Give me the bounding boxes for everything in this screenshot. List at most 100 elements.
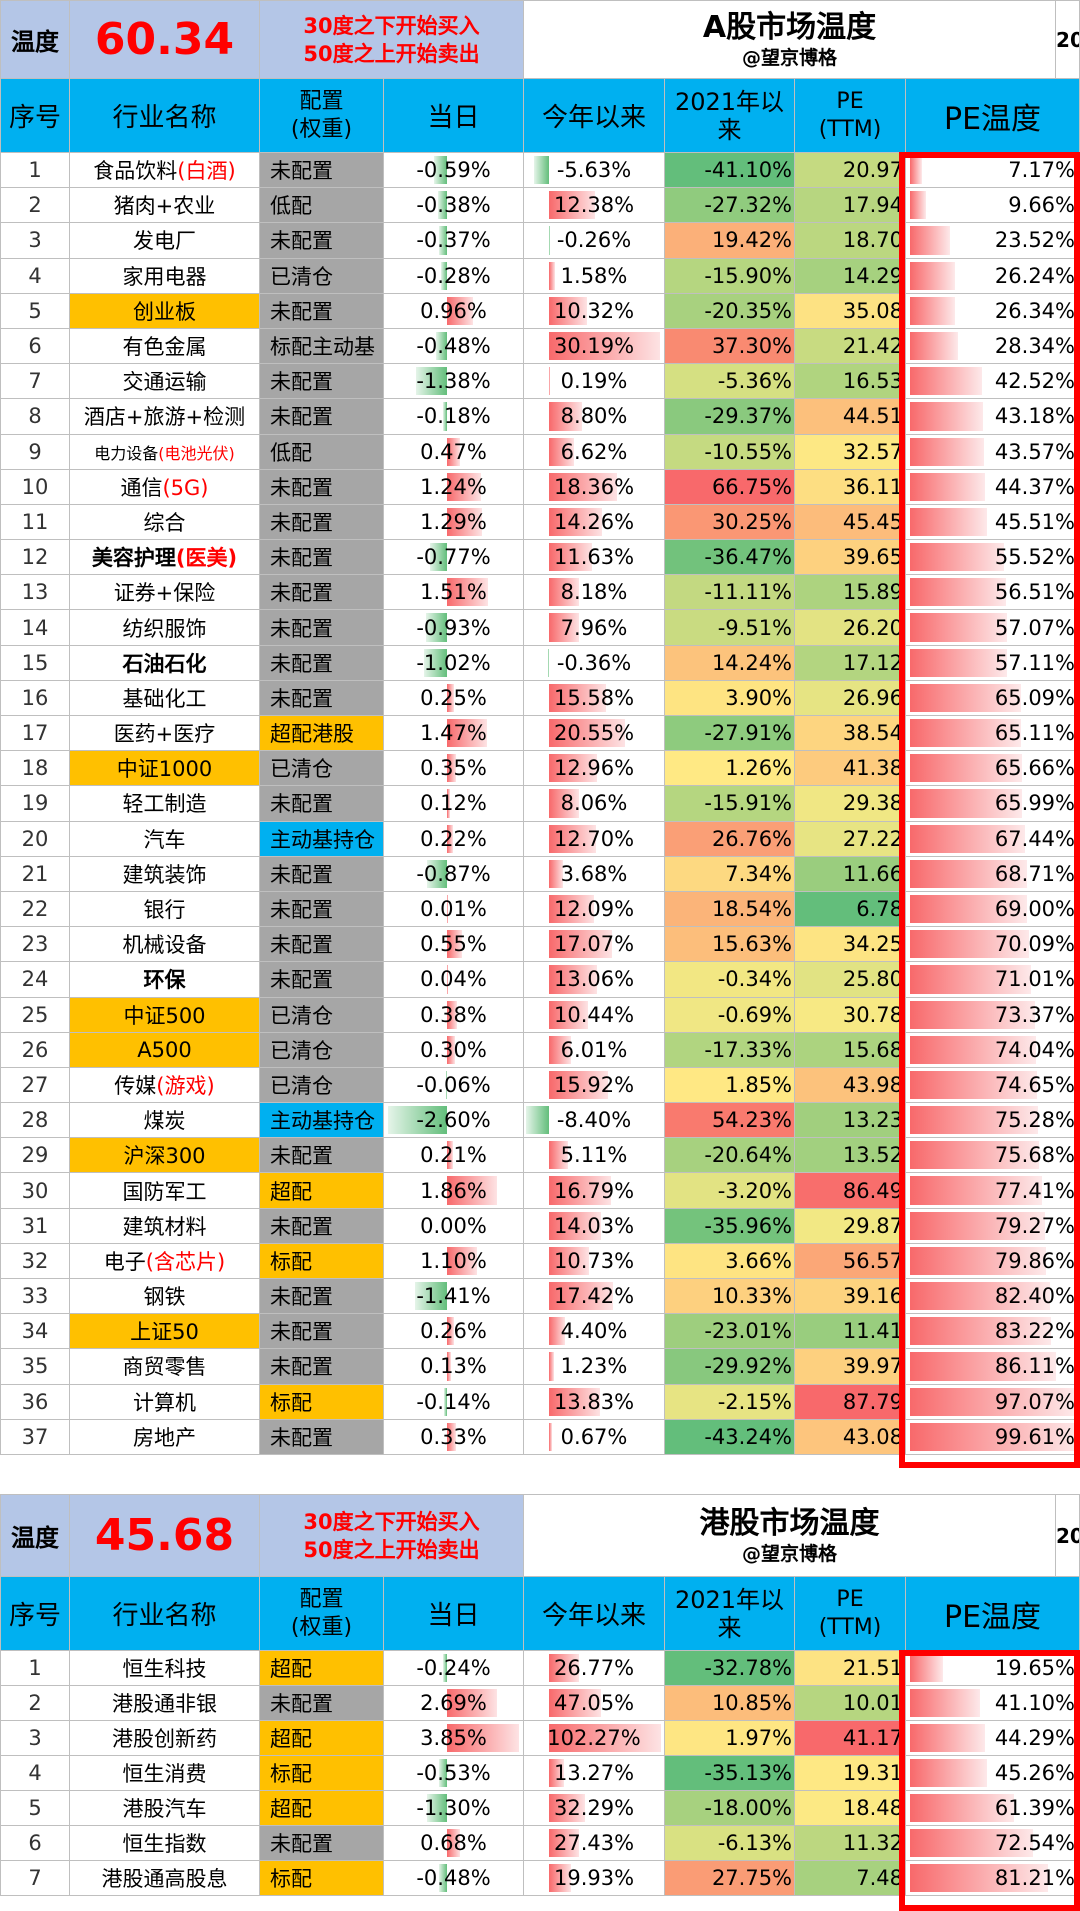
ytd-change-bar <box>549 543 592 572</box>
pe-temperature-bar <box>910 1422 1079 1451</box>
since-2021-change: 1.26% <box>664 750 796 787</box>
ytd-change: 12.96% <box>523 750 666 787</box>
since-2021-change: -32.78% <box>664 1650 796 1686</box>
pe-temperature-text: 79.86% <box>994 1248 1075 1273</box>
pe-ttm-value: 13.52 <box>794 1137 907 1174</box>
allocation-status: 未配置 <box>259 1418 384 1455</box>
ytd-change-text: 6.62% <box>560 439 628 464</box>
ytd-change-text: 13.06% <box>553 967 635 992</box>
ytd-change-text: 27.43% <box>553 1831 635 1855</box>
ytd-change: 47.05% <box>523 1685 666 1721</box>
ytd-change: 8.80% <box>523 398 666 435</box>
allocation-status: 未配置 <box>259 1137 384 1174</box>
industry-name-note: (5G) <box>162 475 209 500</box>
table-row: 4 家用电器 已清仓 -0.28% 1.58% -15.90% 14.29 26.24% <box>0 257 1080 294</box>
pe-ttm-value: 26.96 <box>794 679 907 717</box>
ytd-change-bar <box>548 648 550 677</box>
allocation-status: 未配置 <box>259 1207 384 1244</box>
today-change-text: 0.96% <box>420 298 487 323</box>
industry-name-text: 恒生消费 <box>122 1762 207 1786</box>
pe-temperature-bar <box>910 930 1030 959</box>
ytd-change: 4.40% <box>523 1313 666 1350</box>
industry-name-text: 计算机 <box>133 1390 196 1415</box>
allocation-status: 标配 <box>259 1242 384 1280</box>
row-index: 1 <box>0 151 70 189</box>
allocation-status: 已清仓 <box>259 1066 384 1104</box>
report-date: 2025/7/28 <box>1055 0 1080 79</box>
today-change: -0.87% <box>382 855 525 892</box>
industry-name: 港股通高股息 <box>69 1860 260 1896</box>
table-row: 32 电子(含芯片) 标配 1.10% 10.73% 3.66% 56.57 79.86% <box>0 1242 1080 1280</box>
allocation-status: 超配 <box>259 1720 384 1756</box>
pe-temperature-bar <box>910 859 1027 888</box>
today-change-text: 1.10% <box>420 1248 487 1273</box>
pe-temperature-text: 99.61% <box>994 1424 1075 1449</box>
industry-name-text: 港股汽车 <box>122 1797 207 1821</box>
ytd-change-bar <box>549 1317 566 1346</box>
table-row: 25 中证500 已清仓 0.38% 10.44% -0.69% 30.78 73.37% <box>0 996 1080 1033</box>
ytd-change: 1.23% <box>523 1348 666 1385</box>
ytd-change-text: 47.05% <box>553 1691 635 1715</box>
ytd-change-text: 12.38% <box>553 193 635 218</box>
table-row: 34 上证50 未配置 0.26% 4.40% -23.01% 11.41 83.22% <box>0 1313 1080 1350</box>
industry-name: 中证1000 <box>69 750 260 787</box>
industry-name: 沪深300 <box>69 1137 260 1174</box>
today-change-bar <box>447 683 454 712</box>
pe-temperature: 44.37% <box>905 468 1080 505</box>
ytd-change-bar <box>549 1246 589 1275</box>
pe-temperature-text: 44.37% <box>994 474 1075 499</box>
row-index: 23 <box>0 926 70 963</box>
industry-name: 证券+保险 <box>69 574 260 611</box>
allocation-status: 未配置 <box>259 363 384 400</box>
table-row: 14 纺织服饰 未配置 -0.93% 7.96% -9.51% 26.20 57.07% <box>0 609 1080 646</box>
today-change-text: 1.47% <box>420 721 487 746</box>
industry-name-text: 汽车 <box>143 827 186 852</box>
table-row: 26 A500 已清仓 0.30% 6.01% -17.33% 15.68 74.04% <box>0 1031 1080 1068</box>
since-2021-change: -27.32% <box>664 187 796 224</box>
pe-temperature: 71.01% <box>905 961 1080 998</box>
ytd-change-bar <box>549 1035 572 1064</box>
ytd-change-text: 13.27% <box>553 1761 635 1785</box>
today-change: 1.24% <box>382 468 525 505</box>
today-change: 0.55% <box>382 926 525 963</box>
today-change: 0.38% <box>382 996 525 1033</box>
pe-temperature: 57.07% <box>905 609 1080 646</box>
today-change-text: -0.24% <box>416 1656 491 1680</box>
ytd-change-bar <box>549 472 617 501</box>
pe-temperature: 7.17% <box>905 151 1080 189</box>
since-2021-change: 3.90% <box>664 679 796 717</box>
row-index: 7 <box>0 363 70 400</box>
row-index: 20 <box>0 820 70 857</box>
ytd-change: 13.83% <box>523 1383 666 1420</box>
since-2021-change: 54.23% <box>664 1102 796 1139</box>
since-2021-change: 1.97% <box>664 1720 796 1756</box>
allocation-status: 未配置 <box>259 926 384 963</box>
today-change: 0.04% <box>382 961 525 998</box>
since-2021-change: 18.54% <box>664 890 796 928</box>
col-header-today: 当日 <box>382 78 525 153</box>
since-2021-change: -15.90% <box>664 257 796 294</box>
allocation-status: 超配 <box>259 1790 384 1826</box>
since-2021-change: -35.13% <box>664 1755 796 1791</box>
since-2021-change: -20.35% <box>664 292 796 329</box>
pe-ttm-value: 36.11 <box>794 468 907 505</box>
since-2021-change: -0.69% <box>664 996 796 1033</box>
today-change: 0.96% <box>382 292 525 329</box>
pe-ttm-value: 32.57 <box>794 433 907 470</box>
today-change-bar <box>440 261 447 290</box>
row-index: 2 <box>0 187 70 224</box>
today-change-bar <box>415 1282 447 1311</box>
industry-name: 传媒(游戏) <box>69 1066 260 1104</box>
ytd-change: -8.40% <box>523 1102 666 1139</box>
industry-name: 轻工制造 <box>69 785 260 822</box>
ytd-change-bar <box>549 191 595 220</box>
pe-temperature-text: 72.54% <box>994 1831 1075 1855</box>
pe-temperature-bar <box>910 261 955 290</box>
pe-temperature-bar <box>910 1759 987 1787</box>
pe-temperature-text: 83.22% <box>994 1319 1075 1344</box>
ytd-change-text: -0.36% <box>556 650 632 675</box>
since-2021-change: 37.30% <box>664 327 796 365</box>
col-header-ytd: 今年以来 <box>523 78 666 153</box>
table-row: 6 有色金属 标配主动基 -0.48% 30.19% 37.30% 21.42 28.34% <box>0 327 1080 365</box>
today-change-bar <box>429 543 447 572</box>
